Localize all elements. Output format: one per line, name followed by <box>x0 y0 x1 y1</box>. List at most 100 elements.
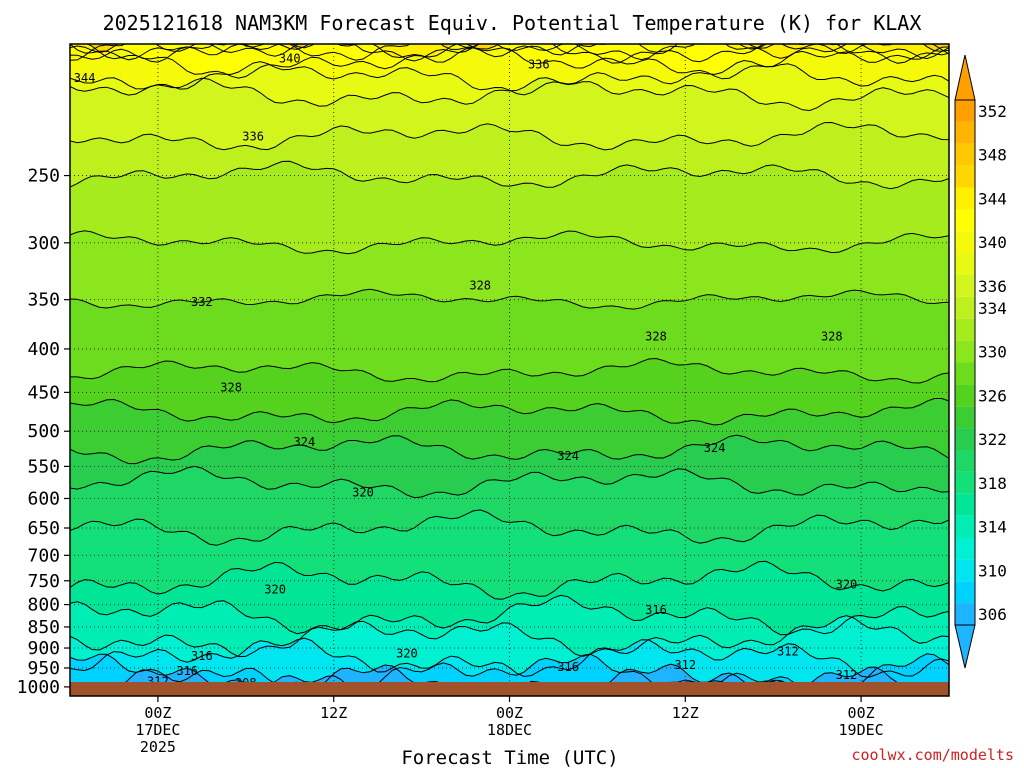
contour-label-text: 328 <box>469 279 491 293</box>
contour-label-text: 336 <box>528 57 550 71</box>
colorbar-label: 352 <box>978 102 1007 121</box>
x-tick-label: 2025 <box>140 738 176 756</box>
y-tick-label: 1000 <box>17 677 60 698</box>
y-tick-label: 300 <box>27 233 60 254</box>
contour-label: 316 <box>191 649 213 663</box>
colorbar-swatch-324 <box>955 406 975 429</box>
colorbar-swatch-340 <box>955 231 975 254</box>
contour-label: 316 <box>176 664 198 678</box>
contour-line-332 <box>70 230 949 255</box>
contour-label-text: 328 <box>220 380 242 394</box>
contour-label: 336 <box>242 130 264 144</box>
chart-title: 2025121618 NAM3KM Forecast Equiv. Potent… <box>103 11 922 35</box>
contour-line-340 <box>70 59 949 96</box>
contour-label: 324 <box>294 435 316 449</box>
contour-label-text: 340 <box>279 51 301 65</box>
band-310 <box>70 638 949 682</box>
contour-label-text: 328 <box>645 330 667 344</box>
contour-label: 328 <box>645 330 667 344</box>
contour-label-text: 324 <box>294 435 316 449</box>
colorbar-swatch-314 <box>955 515 975 538</box>
contour-line-336 <box>70 121 949 151</box>
contour-label: 328 <box>469 279 491 293</box>
x-tick-label: 00Z <box>144 704 171 722</box>
colorbar-swatch-332 <box>955 318 975 341</box>
contour-label-text: 316 <box>557 660 579 674</box>
y-tick-label: 800 <box>27 595 60 616</box>
y-tick-label: 750 <box>27 571 60 592</box>
colorbar-swatch-336 <box>955 275 975 297</box>
contour-line-344 <box>70 44 949 63</box>
colorbar: 306 310 314 318 322 326 330 334 336 340 344 348 352 <box>954 54 1007 669</box>
contour-label: 320 <box>264 583 286 597</box>
colorbar-swatch-338 <box>955 253 975 275</box>
colorbar-swatch-318 <box>955 471 975 494</box>
contour-label-text: 324 <box>704 441 726 455</box>
contour-label: 340 <box>279 51 301 65</box>
y-tick-label: 350 <box>27 290 60 311</box>
theta-e-filled-bands <box>70 44 949 683</box>
colorbar-label: 330 <box>978 343 1007 362</box>
colorbar-swatch-316 <box>955 493 975 516</box>
contour-label-text: 320 <box>352 485 374 499</box>
contour-label: 336 <box>528 57 550 71</box>
contour-line-312 <box>70 637 949 678</box>
y-tick-label: 450 <box>27 382 60 403</box>
contour-label: 344 <box>74 71 96 85</box>
contour-label: 320 <box>352 485 374 499</box>
colorbar-label: 322 <box>978 430 1007 449</box>
colorbar-swatch-328 <box>955 362 975 385</box>
contour-line-322 <box>70 465 949 499</box>
contour-line-308 <box>194 664 920 688</box>
contour-label-text: 336 <box>242 130 264 144</box>
contour-label-text: 316 <box>176 664 198 678</box>
contour-label: 320 <box>396 646 418 660</box>
colorbar-label: 306 <box>978 605 1007 624</box>
colorbar-swatch-326 <box>955 384 975 407</box>
contour-label-text: 332 <box>191 295 213 309</box>
contour-label-text: 320 <box>836 578 858 592</box>
x-tick-label: 12Z <box>320 704 347 722</box>
contour-label-text: 324 <box>557 449 579 463</box>
y-tick-label: 700 <box>27 545 60 566</box>
ground-bar <box>70 682 949 696</box>
colorbar-frame <box>954 99 976 626</box>
colorbar-swatch-310 <box>955 559 975 582</box>
contour-label-text: 316 <box>191 649 213 663</box>
contour-label-text: 312 <box>777 644 799 658</box>
colorbar-label: 314 <box>978 518 1007 537</box>
x-axis-label: Forecast Time (UTC) <box>401 747 618 768</box>
y-tick-label: 950 <box>27 658 60 679</box>
contour-label: 312 <box>674 658 696 672</box>
contour-line-314 <box>70 615 949 658</box>
y-tick-label: 850 <box>27 617 60 638</box>
y-tick-label: 400 <box>27 339 60 360</box>
contour-label: 324 <box>704 441 726 455</box>
contour-line-324 <box>70 434 949 465</box>
y-tick-label: 250 <box>27 166 60 187</box>
colorbar-arrow-top <box>954 54 976 101</box>
colorbar-swatch-308 <box>955 581 975 604</box>
contour-line-334 <box>70 160 949 190</box>
colorbar-label: 348 <box>978 146 1007 165</box>
y-tick-label: 550 <box>27 456 60 477</box>
colorbar-swatch-320 <box>955 450 975 472</box>
y-axis: 2503003504004505005506006507007508008509… <box>17 166 70 698</box>
contour-label-text: 312 <box>836 668 858 682</box>
colorbar-swatch-312 <box>955 537 975 560</box>
contour-label-text: 344 <box>74 71 96 85</box>
y-tick-label: 600 <box>27 488 60 509</box>
x-tick-label: 00Z <box>496 704 523 722</box>
contour-label-text: 316 <box>645 603 667 617</box>
pressure-grid <box>70 44 949 688</box>
y-tick-label: 650 <box>27 518 60 539</box>
colorbar-swatch-322 <box>955 428 975 450</box>
contour-label: 328 <box>220 380 242 394</box>
contour-label-text: 312 <box>674 658 696 672</box>
colorbar-swatch-352 <box>955 100 975 122</box>
colorbar-swatch-346 <box>955 165 975 188</box>
colorbar-arrow-bottom <box>954 624 976 669</box>
colorbar-swatch-334 <box>955 296 975 319</box>
contour-line-316 <box>70 594 949 636</box>
